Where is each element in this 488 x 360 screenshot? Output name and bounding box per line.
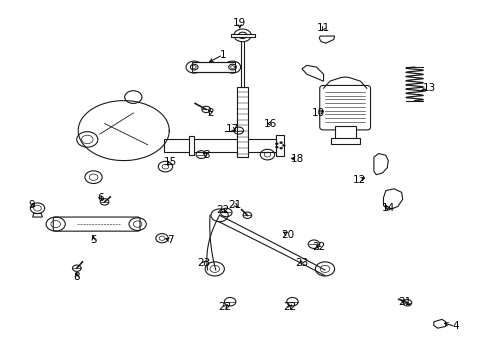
Polygon shape bbox=[373, 154, 387, 175]
Text: 15: 15 bbox=[163, 157, 177, 167]
Circle shape bbox=[279, 142, 282, 144]
Polygon shape bbox=[433, 319, 445, 328]
Text: 10: 10 bbox=[311, 108, 325, 118]
FancyBboxPatch shape bbox=[164, 139, 278, 152]
Circle shape bbox=[185, 61, 202, 73]
FancyBboxPatch shape bbox=[53, 217, 140, 231]
Circle shape bbox=[233, 29, 251, 42]
Text: 22: 22 bbox=[283, 302, 296, 312]
Text: 14: 14 bbox=[381, 203, 394, 213]
Text: 20: 20 bbox=[281, 230, 294, 240]
FancyBboxPatch shape bbox=[240, 37, 244, 86]
Text: 16: 16 bbox=[264, 118, 277, 129]
Text: 7: 7 bbox=[166, 235, 173, 245]
Text: 17: 17 bbox=[225, 124, 239, 134]
Polygon shape bbox=[319, 36, 334, 43]
Text: 13: 13 bbox=[422, 83, 435, 93]
Circle shape bbox=[275, 146, 278, 148]
Text: 11: 11 bbox=[316, 23, 329, 33]
Polygon shape bbox=[302, 66, 323, 81]
Text: 3: 3 bbox=[203, 150, 209, 160]
FancyBboxPatch shape bbox=[319, 85, 370, 130]
Text: 22: 22 bbox=[311, 242, 325, 252]
Text: 18: 18 bbox=[290, 154, 303, 164]
Text: 22: 22 bbox=[218, 302, 231, 312]
Text: 2: 2 bbox=[207, 108, 214, 118]
FancyBboxPatch shape bbox=[334, 126, 355, 139]
FancyBboxPatch shape bbox=[189, 136, 194, 154]
Text: 23: 23 bbox=[295, 258, 308, 268]
Circle shape bbox=[210, 209, 228, 222]
Text: 21: 21 bbox=[228, 200, 241, 210]
Text: 22: 22 bbox=[216, 205, 229, 215]
Text: 9: 9 bbox=[28, 200, 35, 210]
Text: 4: 4 bbox=[451, 321, 458, 332]
Text: 1: 1 bbox=[219, 50, 226, 60]
FancyBboxPatch shape bbox=[275, 135, 284, 156]
Polygon shape bbox=[191, 62, 234, 72]
Text: 23: 23 bbox=[197, 258, 210, 268]
Polygon shape bbox=[33, 213, 42, 217]
Circle shape bbox=[124, 91, 142, 103]
Text: 8: 8 bbox=[73, 272, 80, 282]
FancyBboxPatch shape bbox=[237, 86, 247, 157]
Text: 12: 12 bbox=[352, 175, 366, 185]
Text: 19: 19 bbox=[233, 18, 246, 28]
Circle shape bbox=[275, 143, 278, 145]
Polygon shape bbox=[383, 189, 402, 210]
Circle shape bbox=[279, 147, 282, 149]
Text: 21: 21 bbox=[398, 297, 411, 307]
Circle shape bbox=[238, 32, 246, 39]
FancyBboxPatch shape bbox=[330, 138, 359, 144]
FancyBboxPatch shape bbox=[230, 33, 254, 37]
Circle shape bbox=[282, 144, 285, 147]
Circle shape bbox=[224, 61, 240, 73]
Text: 5: 5 bbox=[90, 235, 97, 245]
Text: 6: 6 bbox=[97, 193, 104, 203]
